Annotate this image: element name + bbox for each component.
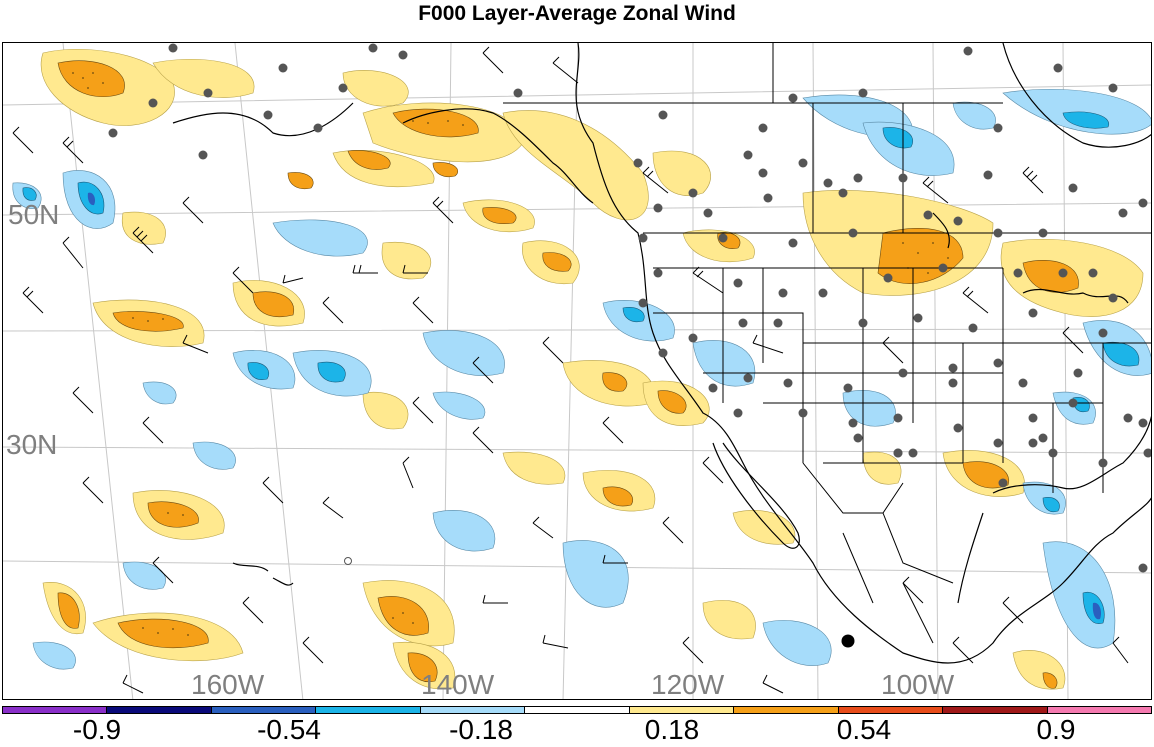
colorbar-label: -0.54 xyxy=(257,714,321,745)
coastlines xyxy=(172,43,1151,664)
state-borders xyxy=(503,43,1151,644)
positive-anomaly-mid xyxy=(57,60,1079,689)
map-canvas xyxy=(3,43,1151,699)
observation-stations xyxy=(108,43,1151,573)
colorbar-segment xyxy=(525,707,630,713)
colorbar-segment xyxy=(629,707,735,713)
map-panel[interactable]: 50N 30N 160W 140W 120W 100W xyxy=(2,42,1152,700)
lat-label-30n: 30N xyxy=(6,429,58,460)
colorbar-label: -0.18 xyxy=(449,714,513,745)
colorbar-label: 0.54 xyxy=(836,714,892,745)
negative-anomaly-strong xyxy=(87,192,1102,620)
hawaii-station xyxy=(344,557,352,565)
colorbar xyxy=(2,706,1152,714)
lon-label-120w: 120W xyxy=(651,669,725,700)
wind-barbs xyxy=(12,46,1129,694)
colorbar-label: 0.9 xyxy=(1036,714,1076,745)
colorbar-segment xyxy=(1047,707,1151,713)
lon-label-100w: 100W xyxy=(881,669,955,700)
colorbar-label: -0.9 xyxy=(72,714,122,745)
colorbar-segment xyxy=(734,707,839,713)
lon-label-140w: 140W xyxy=(421,669,495,700)
colorbar-segment xyxy=(943,707,1048,713)
colorbar-segment xyxy=(107,707,212,713)
marker-dot xyxy=(841,634,855,648)
colorbar-segment xyxy=(420,707,526,713)
lat-label-50n: 50N xyxy=(8,199,60,230)
chart-title: F000 Layer-Average Zonal Wind xyxy=(418,2,736,25)
colorbar-label: 0.18 xyxy=(644,714,700,745)
colorbar-segment xyxy=(838,707,944,713)
colorbar-segment xyxy=(3,707,108,713)
colorbar-segment xyxy=(211,707,317,713)
lon-label-160w: 160W xyxy=(191,669,265,700)
colorbar-segment xyxy=(316,707,421,713)
